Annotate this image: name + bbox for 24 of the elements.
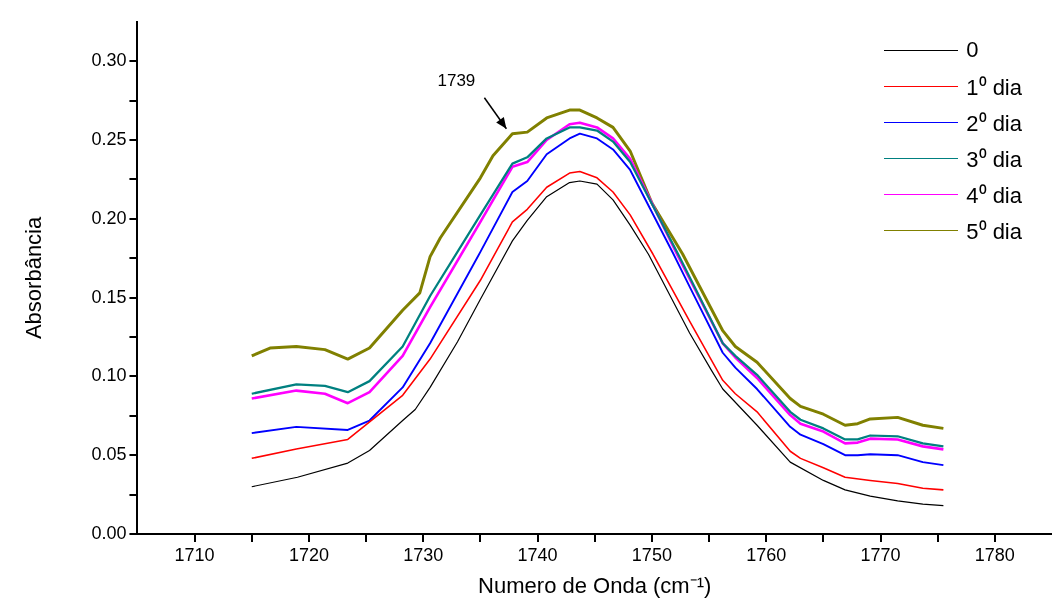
x-tick-label: 1760 xyxy=(746,544,787,565)
y-tick-label: 0.05 xyxy=(91,444,127,465)
y-tick-label: 0.10 xyxy=(91,365,127,386)
legend-label: 0 xyxy=(966,37,979,63)
x-tick-label: 1780 xyxy=(974,544,1015,565)
y-tick-label: 0.25 xyxy=(91,128,127,149)
legend-label: 4⁰ dia xyxy=(966,182,1022,209)
x-tick-label: 1740 xyxy=(517,544,558,565)
x-tick-label: 1750 xyxy=(631,544,672,565)
legend-label: 2⁰ dia xyxy=(966,110,1022,137)
x-tick-label: 1770 xyxy=(860,544,901,565)
x-tick-label: 1720 xyxy=(288,544,329,565)
legend-label: 1⁰ dia xyxy=(966,74,1022,101)
x-axis-title: Numero de Onda (cm⁻¹) xyxy=(478,572,712,598)
legend-label: 5⁰ dia xyxy=(966,218,1022,245)
y-tick-label: 0.30 xyxy=(91,50,127,71)
x-tick-label: 1730 xyxy=(403,544,444,565)
annotation: 1739 xyxy=(437,70,476,90)
x-tick-label: 1710 xyxy=(174,544,215,565)
y-tick-label: 0.20 xyxy=(91,207,127,228)
legend-label: 3⁰ dia xyxy=(966,146,1022,173)
y-axis-title: Absorbância xyxy=(21,215,47,340)
y-tick-label: 0.15 xyxy=(91,286,127,307)
y-tick-label: 0.00 xyxy=(91,522,127,543)
